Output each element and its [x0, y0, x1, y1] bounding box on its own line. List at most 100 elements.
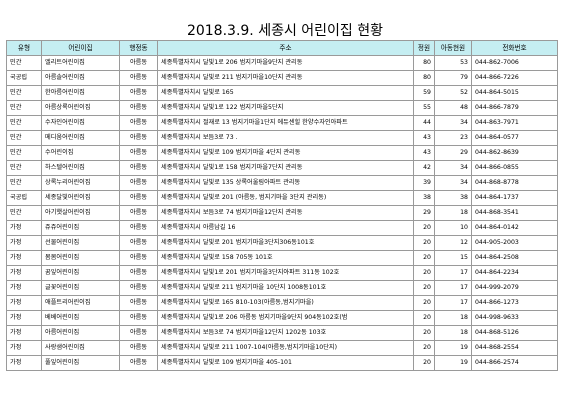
cell-phone: 044-999-2079	[471, 280, 558, 296]
cell-name: 글꽃어린이집	[41, 280, 120, 296]
cell-address: 세종특별자치시 달빛1로 158 범지기마을7단지 관리동	[157, 160, 414, 176]
cell-enrolled: 18	[434, 325, 472, 341]
cell-name: 사랑샘어린이집	[41, 340, 120, 356]
header-name: 어린이집	[41, 40, 120, 56]
cell-district: 아름동	[119, 85, 158, 101]
table-row: 가정 베베어린이집 아름동 세종특별자치시 달빛1로 206 아름동 범지기마을9단지…	[6, 310, 558, 326]
table-row: 민간 수자인어린이집 아름동 세종특별자치시 절재로 13 범지기마을1단지 에듀센힐…	[6, 115, 558, 131]
cell-enrolled: 34	[434, 160, 472, 176]
cell-phone: 044-866-1273	[471, 295, 558, 311]
cell-district: 아름동	[119, 220, 158, 236]
cell-enrolled: 38	[434, 190, 472, 206]
cell-name: 아름어린이집	[41, 325, 120, 341]
table-row: 민간 수어린이집 아름동 세종특별자치시 달빛로 109 범지기마을 4단지 관리동 4…	[6, 145, 558, 161]
table-row: 가정 선물어린이집 아름동 세종특별자치시 달빛로 201 범지기마을3단지306동1…	[6, 235, 558, 251]
cell-address: 세종특별자치시 달빛로 211 1007-104(아름동,범지기마을10단지)	[157, 340, 414, 356]
cell-district: 아름동	[119, 310, 158, 326]
cell-type: 민간	[6, 85, 42, 101]
cell-enrolled: 15	[434, 250, 472, 266]
cell-phone: 044-862-8639	[471, 145, 558, 161]
cell-type: 가정	[6, 280, 42, 296]
cell-capacity: 59	[413, 85, 435, 101]
cell-enrolled: 18	[434, 205, 472, 221]
cell-capacity: 29	[413, 205, 435, 221]
table-row: 민간 메디움어린이집 아름동 세종특별자치시 보듬3로 73 . 43 23 044-864…	[6, 130, 558, 146]
cell-phone: 044-864-2508	[471, 250, 558, 266]
cell-name: 세종달빛어린이집	[41, 190, 120, 206]
cell-phone: 044-864-2234	[471, 265, 558, 281]
cell-capacity: 80	[413, 70, 435, 86]
table-row: 민간 상록누리어린이집 아름동 세종특별자치시 달빛로 135 상록어울림아파트 관리…	[6, 175, 558, 191]
cell-capacity: 44	[413, 115, 435, 131]
cell-type: 민간	[6, 100, 42, 116]
cell-address: 세종특별자치시 보듬3로 74 범지기마을12단지 1202동 103호	[157, 325, 414, 341]
cell-enrolled: 18	[434, 310, 472, 326]
cell-type: 가정	[6, 355, 42, 371]
cell-type: 국공립	[6, 190, 42, 206]
page-title: 2018.3.9. 세종시 어린이집 현황	[186, 23, 384, 39]
table-row: 민간 하스텔어린이집 아름동 세종특별자치시 달빛1로 158 범지기마을7단지 관리…	[6, 160, 558, 176]
cell-capacity: 20	[413, 295, 435, 311]
cell-name: 하스텔어린이집	[41, 160, 120, 176]
cell-address: 세종특별자치시 보듬3로 73 .	[157, 130, 414, 146]
cell-phone: 044-866-2574	[471, 355, 558, 371]
cell-address: 세종특별자치시 달빛로 211 범지기마을 10단지 1008동101호	[157, 280, 414, 296]
cell-name: 아름상록어린이집	[41, 100, 120, 116]
table-row: 가정 쥬쥬어린이집 아름동 세종특별자치시 아름남길 16 20 10 044-864-01…	[6, 220, 558, 236]
cell-phone: 044-868-8778	[471, 175, 558, 191]
cell-enrolled: 34	[434, 175, 472, 191]
table-row: 가정 풀잎어린이집 아름동 세종특별자치시 달빛로 109 범지기마을 405-101…	[6, 355, 558, 371]
cell-enrolled: 12	[434, 235, 472, 251]
cell-capacity: 20	[413, 310, 435, 326]
cell-phone: 044-868-3541	[471, 205, 558, 221]
cell-type: 가정	[6, 310, 42, 326]
cell-type: 가정	[6, 220, 42, 236]
cell-district: 아름동	[119, 160, 158, 176]
cell-phone: 044-905-2003	[471, 235, 558, 251]
cell-district: 아름동	[119, 295, 158, 311]
cell-district: 아름동	[119, 280, 158, 296]
cell-enrolled: 19	[434, 340, 472, 356]
cell-capacity: 55	[413, 100, 435, 116]
cell-enrolled: 17	[434, 265, 472, 281]
cell-type: 가정	[6, 250, 42, 266]
cell-address: 세종특별자치시 달빛로 158 705동 101호	[157, 250, 414, 266]
cell-phone: 044-998-9633	[471, 310, 558, 326]
cell-district: 아름동	[119, 265, 158, 281]
cell-district: 아름동	[119, 250, 158, 266]
table-row: 가정 아름어린이집 아름동 세종특별자치시 보듬3로 74 범지기마을12단지 120…	[6, 325, 558, 341]
cell-name: 수자인어린이집	[41, 115, 120, 131]
cell-type: 민간	[6, 145, 42, 161]
cell-name: 아름솔어린이집	[41, 70, 120, 86]
cell-address: 세종특별자치시 달빛로 165 810-103(아름동,범지기마을)	[157, 295, 414, 311]
cell-type: 민간	[6, 205, 42, 221]
header-enrolled: 아동현원	[434, 40, 472, 56]
cell-district: 아름동	[119, 190, 158, 206]
cell-type: 민간	[6, 175, 42, 191]
cell-type: 가정	[6, 295, 42, 311]
table-row: 가정 글꽃어린이집 아름동 세종특별자치시 달빛로 211 범지기마을 10단지 10…	[6, 280, 558, 296]
table-row: 민간 한아름어린이집 아름동 세종특별자치시 달빛로 165 59 52 044-864-5…	[6, 85, 558, 101]
cell-address: 세종특별자치시 달빛로 201 (아름동, 범지기마을 3단지 관리동)	[157, 190, 414, 206]
cell-district: 아름동	[119, 130, 158, 146]
cell-address: 세종특별자치시 달빛로 135 상록어울림아파트 관리동	[157, 175, 414, 191]
daycare-table: 유형 어린이집 행정동 주소 정원 아동현원 전화번호 민간 엘리트어린이집 아름동…	[6, 40, 558, 371]
cell-address: 세종특별자치시 달빛1로 206 범지기마을9단지 관리동	[157, 55, 414, 71]
cell-district: 아름동	[119, 355, 158, 371]
cell-name: 풀잎어린이집	[41, 355, 120, 371]
cell-capacity: 20	[413, 340, 435, 356]
cell-name: 수어린이집	[41, 145, 120, 161]
cell-type: 민간	[6, 160, 42, 176]
cell-enrolled: 53	[434, 55, 472, 71]
table-row: 민간 아름상록어린이집 아름동 세종특별자치시 달빛1로 122 범지기마을5단지 55…	[6, 100, 558, 116]
cell-type: 민간	[6, 130, 42, 146]
cell-address: 세종특별자치시 달빛로 109 범지기마을 4단지 관리동	[157, 145, 414, 161]
cell-type: 민간	[6, 55, 42, 71]
cell-capacity: 20	[413, 250, 435, 266]
cell-phone: 044-866-0855	[471, 160, 558, 176]
cell-phone: 044-863-7971	[471, 115, 558, 131]
cell-capacity: 43	[413, 145, 435, 161]
cell-address: 세종특별자치시 아름남길 16	[157, 220, 414, 236]
cell-phone: 044-868-5126	[471, 325, 558, 341]
cell-capacity: 20	[413, 220, 435, 236]
